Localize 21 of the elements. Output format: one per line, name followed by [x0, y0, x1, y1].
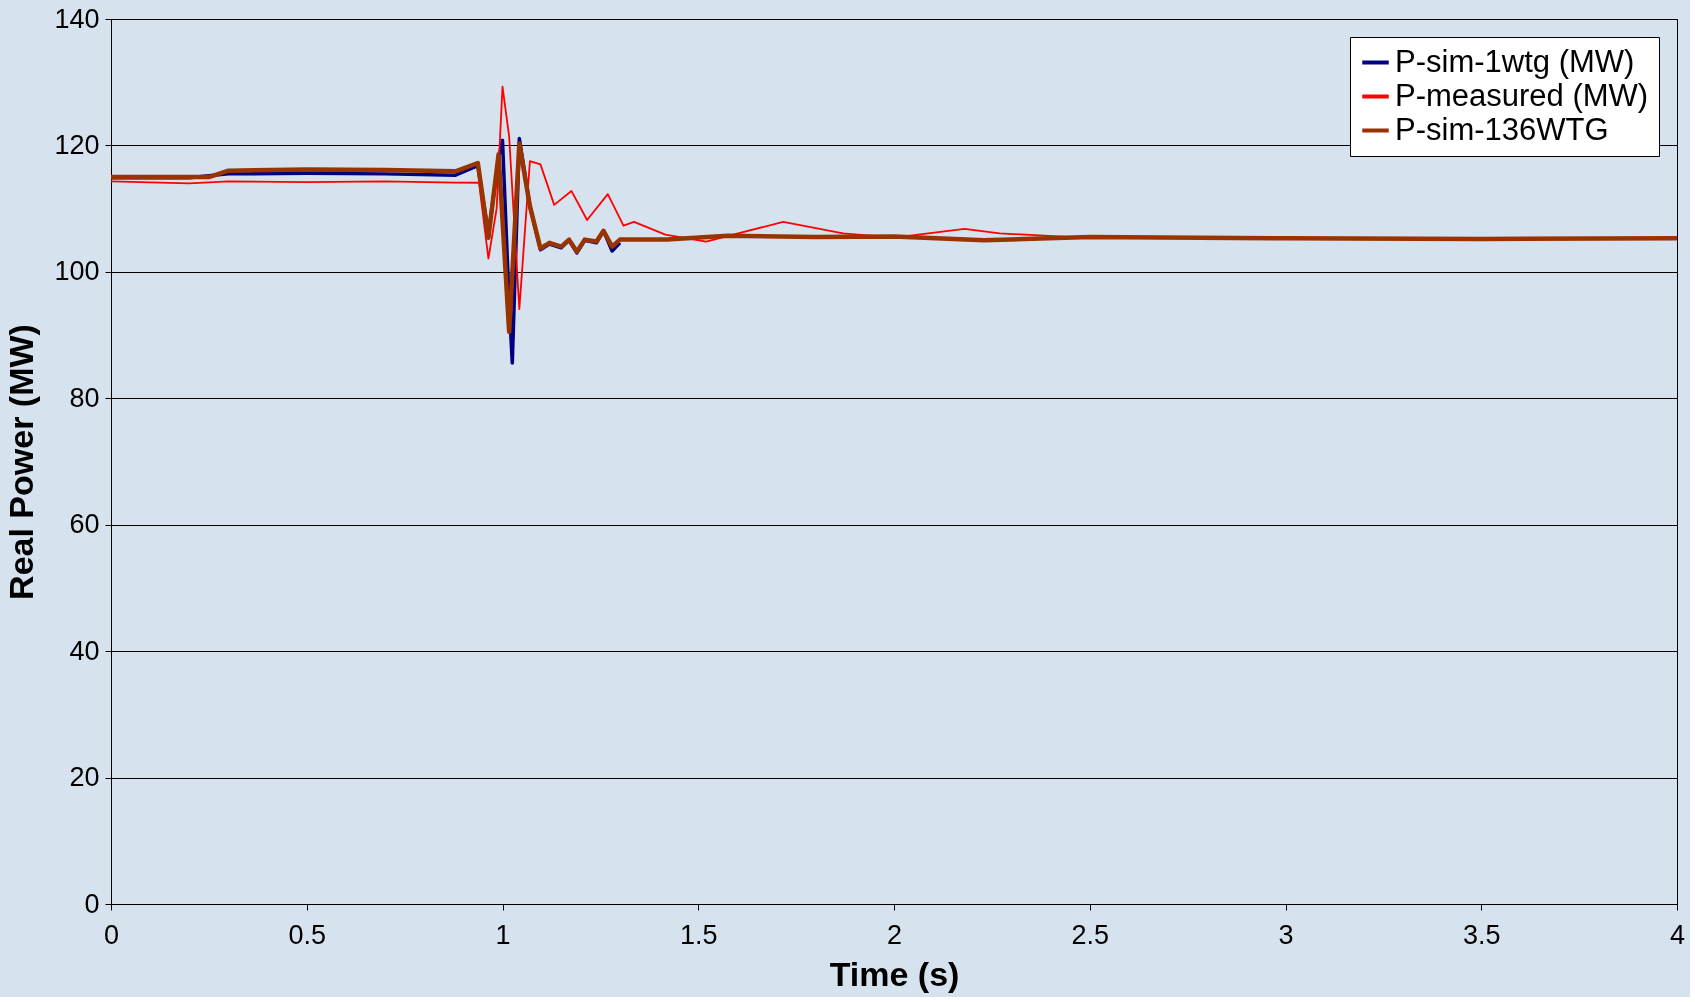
- y-tick-label: 140: [54, 3, 100, 34]
- x-axis-title: Time (s): [829, 954, 960, 993]
- x-tick-label: 3: [1278, 919, 1294, 950]
- x-tick-label: 2: [886, 919, 903, 950]
- y-tick-label: 40: [69, 635, 100, 666]
- x-tick-label: 1: [495, 919, 511, 950]
- x-tick-label: 4: [1669, 919, 1686, 950]
- line-series: [108, 141, 1680, 335]
- y-tick-label: 80: [69, 382, 100, 413]
- x-tick-label: 2.5: [1071, 919, 1110, 950]
- y-tick-label: 0: [84, 888, 100, 919]
- y-tick-label: 100: [54, 256, 100, 287]
- y-tick-label: 60: [69, 509, 100, 540]
- x-tick-label: 0.5: [288, 919, 327, 950]
- x-tick-label: 1.5: [679, 919, 718, 950]
- legend-label: P-sim-1wtg (MW): [1395, 43, 1635, 79]
- y-axis-title: Real Power (MW): [2, 324, 41, 600]
- y-tick-label: 120: [54, 129, 100, 160]
- x-tick-label: 3.5: [1462, 919, 1501, 950]
- x-tick-label: 0: [103, 919, 120, 950]
- y-tick-label: 20: [69, 762, 100, 793]
